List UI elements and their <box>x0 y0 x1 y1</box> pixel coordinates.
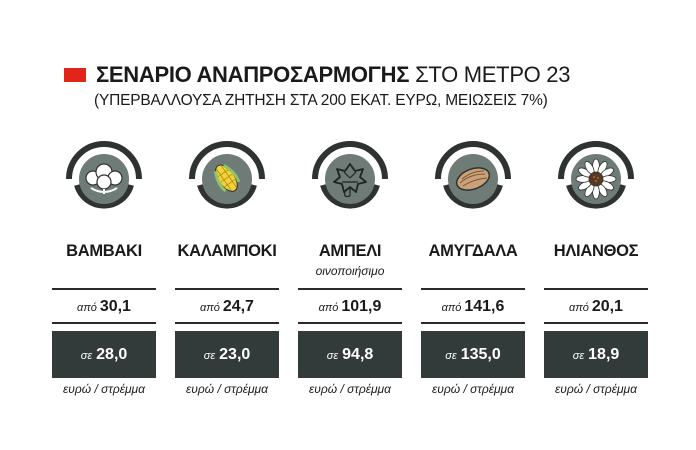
from-value-row: από 30,1 <box>52 298 156 316</box>
to-value: 18,9 <box>588 346 620 363</box>
to-label: σε <box>80 350 93 362</box>
to-value-box: σε 18,9 <box>544 331 648 378</box>
crop-name: ΚΑΛΑΜΠΟΚΙ <box>177 242 277 260</box>
crop-column: ΒΑΜΒΑΚΙ από 30,1 σε 28,0 ευρώ / στρέμμα <box>52 138 156 408</box>
to-label: σε <box>326 350 339 362</box>
crop-name: ΑΜΠΕΛΙ <box>318 242 382 260</box>
chart-header: ΣΕΝΑΡΙΟ ΑΝΑΠΡΟΣΑΡΜΟΓΗΣ ΣΤΟ ΜΕΤΡΟ 23 (ΥΠΕ… <box>64 62 570 110</box>
divider-top <box>298 288 402 290</box>
from-value-row: από 20,1 <box>544 298 648 316</box>
chart-title-light: ΣΤΟ ΜΕΤΡΟ 23 <box>415 62 571 87</box>
from-value-row: από 101,9 <box>298 298 402 316</box>
crop-columns: ΒΑΜΒΑΚΙ από 30,1 σε 28,0 ευρώ / στρέμμα ΚΑΛΑΜΠ… <box>52 138 652 438</box>
to-value: 94,8 <box>342 346 374 363</box>
from-value: 141,6 <box>464 298 505 315</box>
crop-column: ΑΜΥΓΔΑΛΑ από 141,6 σε 135,0 ευρώ / στρέμμα <box>421 138 525 408</box>
to-value: 23,0 <box>219 346 251 363</box>
from-value: 20,1 <box>591 298 623 315</box>
unit-label: ευρώ / στρέμμα <box>63 382 145 396</box>
from-value: 101,9 <box>341 298 382 315</box>
to-value-box: σε 23,0 <box>175 331 279 378</box>
unit-label: ευρώ / στρέμμα <box>309 382 391 396</box>
to-value: 135,0 <box>460 346 501 363</box>
to-value-box: σε 135,0 <box>421 331 525 378</box>
divider-mid <box>52 322 156 324</box>
crop-column: ΚΑΛΑΜΠΟΚΙ από 24,7 σε 23,0 ευρώ / στρέμμα <box>175 138 279 408</box>
from-label: από <box>200 302 220 314</box>
divider-mid <box>298 322 402 324</box>
divider-mid <box>175 322 279 324</box>
from-label: από <box>77 302 97 314</box>
unit-label: ευρώ / στρέμμα <box>432 382 514 396</box>
to-label: σε <box>445 350 457 362</box>
cotton-icon <box>63 138 145 220</box>
divider-top <box>175 288 279 290</box>
almond-icon <box>432 138 514 220</box>
crop-column: ΑΜΠΕΛΙ οινοποιήσιμο από 101,9 σε 94,8 ευρώ / σ… <box>298 138 402 408</box>
from-value: 30,1 <box>99 298 131 315</box>
to-value-box: σε 94,8 <box>298 331 402 378</box>
divider-mid <box>421 322 525 324</box>
chart-title-bold: ΣΕΝΑΡΙΟ ΑΝΑΠΡΟΣΑΡΜΟΓΗΣ <box>96 62 410 87</box>
from-value-row: από 24,7 <box>175 298 279 316</box>
crop-column: ΗΛΙΑΝΘΟΣ από 20,1 σε 18,9 ευρώ / στρέμμα <box>544 138 648 408</box>
grape-leaf-icon <box>309 138 391 220</box>
divider-top <box>544 288 648 290</box>
from-label: από <box>569 302 589 314</box>
corn-icon <box>186 138 268 220</box>
to-value: 28,0 <box>96 346 128 363</box>
to-label: σε <box>203 350 216 362</box>
from-label: από <box>441 302 462 314</box>
title-line: ΣΕΝΑΡΙΟ ΑΝΑΠΡΟΣΑΡΜΟΓΗΣ ΣΤΟ ΜΕΤΡΟ 23 <box>64 62 570 88</box>
divider-top <box>52 288 156 290</box>
sunflower-icon <box>555 138 637 220</box>
to-value-box: σε 28,0 <box>52 331 156 378</box>
to-label: σε <box>572 350 585 362</box>
unit-label: ευρώ / στρέμμα <box>555 382 637 396</box>
crop-name: ΒΑΜΒΑΚΙ <box>66 242 142 260</box>
red-square-icon <box>64 68 86 82</box>
from-value: 24,7 <box>222 298 254 315</box>
from-value-row: από 141,6 <box>421 298 525 316</box>
divider-mid <box>544 322 648 324</box>
unit-label: ευρώ / στρέμμα <box>186 382 268 396</box>
chart-subtitle: (ΥΠΕΡΒΑΛΛΟΥΣΑ ΖΗΤΗΣΗ ΣΤΑ 200 ΕΚΑΤ. ΕΥΡΩ,… <box>94 92 548 109</box>
crop-name: ΗΛΙΑΝΘΟΣ <box>553 242 639 260</box>
divider-top <box>421 288 525 290</box>
crop-subtitle: οινοποιήσιμο <box>315 264 385 278</box>
crop-name: ΑΜΥΓΔΑΛΑ <box>428 242 518 260</box>
from-label: από <box>318 302 339 314</box>
